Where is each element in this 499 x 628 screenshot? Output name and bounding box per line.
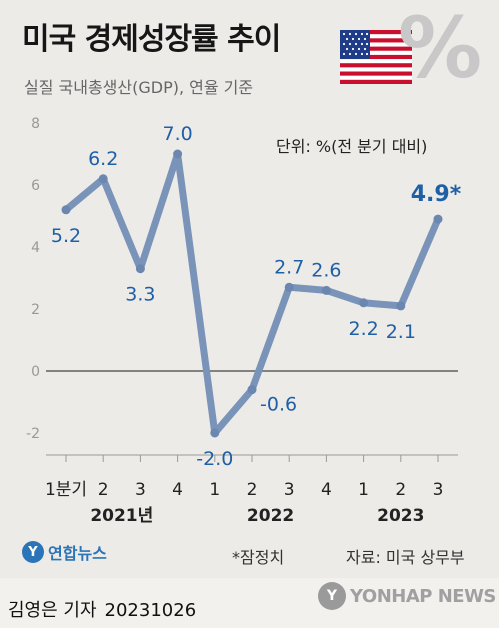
line-chart: -2 0 2 4 6 8 1분기 2 3 4 1 2 3 4 1 2 3 2021년 2022 2023 5.2 6.2 3… (26, 116, 462, 526)
us-flag-icon (340, 30, 412, 84)
data-label: 7.0 (162, 123, 192, 145)
chart-subtitle: 실질 국내총생산(GDP), 연율 기준 (24, 78, 254, 97)
x-tick-label: 3 (284, 480, 295, 500)
data-point (98, 174, 108, 184)
yonhap-news-watermark: Y YONHAP NEWS (318, 582, 496, 610)
data-label-emphasized: 4.9* (411, 182, 462, 207)
source-label: 자료: 미국 상무부 (346, 548, 465, 567)
y-tick-label: -2 (26, 426, 40, 442)
data-label: 3.3 (125, 284, 155, 306)
x-tick-label: 2 (98, 480, 109, 500)
data-label: -2.0 (196, 448, 233, 470)
data-label: -0.6 (260, 394, 297, 416)
yonhap-logo-text: 연합뉴스 (48, 544, 107, 563)
y-tick-label: 0 (31, 364, 40, 380)
yonhap-logo-icon: Y (22, 541, 44, 563)
data-point (247, 385, 257, 395)
unit-label: 단위: %(전 분기 대비) (276, 137, 428, 156)
data-label: 2.1 (386, 321, 416, 343)
x-tick-label: 3 (433, 480, 444, 500)
yonhap-logo: Y 연합뉴스 (22, 540, 107, 564)
data-label: 2.7 (274, 256, 304, 278)
data-point (433, 214, 443, 224)
data-point (173, 149, 183, 159)
data-point (359, 298, 369, 308)
y-tick-label: 4 (31, 240, 40, 256)
yonhap-news-text: YONHAP NEWS (350, 585, 496, 607)
x-tick-label: 1 (209, 480, 220, 500)
percent-symbol-decoration: % (398, 0, 483, 97)
year-label: 2021년 (90, 506, 153, 526)
chart-panel (0, 0, 499, 578)
data-label: 6.2 (88, 148, 118, 170)
year-label: 2023 (377, 506, 424, 526)
x-tick-label: 1 (358, 480, 369, 500)
x-tick-label: 3 (135, 480, 146, 500)
data-label: 2.6 (311, 259, 341, 281)
y-tick-label: 6 (31, 178, 40, 194)
preliminary-note: *잠정치 (232, 548, 285, 567)
data-label: 5.2 (51, 225, 81, 247)
data-point (210, 428, 220, 438)
y-tick-label: 8 (31, 116, 40, 132)
x-tick-label: 4 (321, 480, 332, 500)
x-tick-label: 2 (395, 480, 406, 500)
x-tick-label: 1분기 (45, 480, 87, 500)
y-tick-label: 2 (31, 302, 40, 318)
chart-title: 미국 경제성장률 추이 (22, 22, 281, 57)
x-tick-label: 4 (172, 480, 183, 500)
data-point (284, 282, 294, 292)
x-tick-label: 2 (247, 480, 258, 500)
data-point (135, 264, 145, 274)
data-point (61, 205, 71, 215)
data-point (396, 301, 406, 311)
year-label: 2022 (247, 506, 294, 526)
data-label: 2.2 (348, 318, 378, 340)
byline: 김영은 기자 20231026 (8, 596, 196, 622)
byline-date: 20231026 (104, 600, 197, 621)
byline-author: 김영은 기자 (8, 600, 97, 621)
data-point (321, 285, 331, 295)
yonhap-news-icon: Y (318, 582, 346, 610)
